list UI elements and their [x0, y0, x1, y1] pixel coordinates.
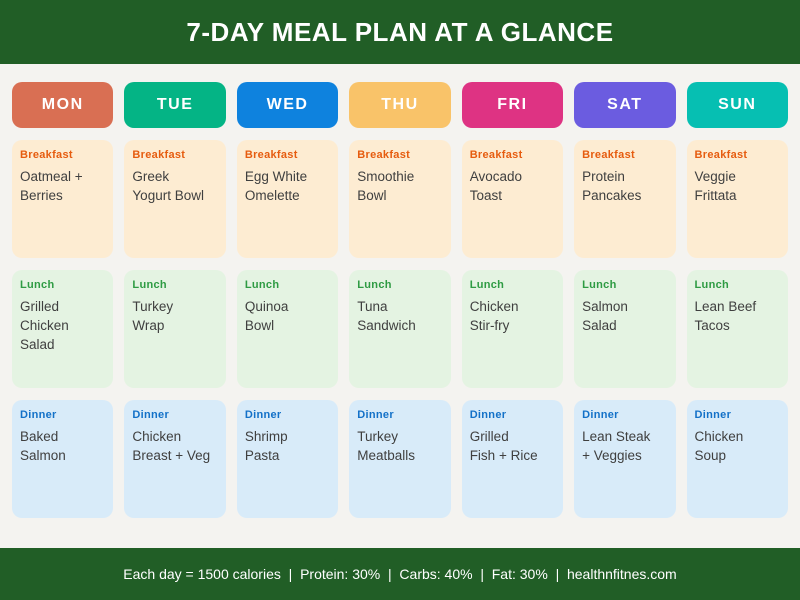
- meal-name: Chicken Stir-fry: [469, 299, 519, 333]
- dinner-card-thu: Dinner Turkey Meatballs: [349, 400, 451, 518]
- meal-name: Grilled Chicken Salad: [20, 299, 69, 352]
- lunch-card-tue: Lunch Turkey Wrap: [124, 270, 226, 388]
- meal-type-label: Dinner: [132, 409, 170, 421]
- lunch-card-thu: Lunch Tuna Sandwich: [349, 270, 451, 388]
- meal-name: Tuna Sandwich: [357, 299, 416, 333]
- breakfast-card-thu: Breakfast Smoothie Bowl: [349, 140, 451, 258]
- meal-name: Quinoa Bowl: [244, 299, 289, 333]
- meal-name: Lean Beef Tacos: [694, 299, 757, 333]
- dinner-card-mon: Dinner Baked Salmon: [12, 400, 114, 518]
- day-header-thu: THU: [349, 82, 451, 128]
- meal-name: Chicken Soup: [694, 429, 744, 463]
- footer-stats: Each day = 1500 calories | Protein: 30% …: [123, 566, 677, 582]
- meal-type-label: Lunch: [357, 279, 392, 291]
- breakfast-card-sun: Breakfast Veggie Frittata: [686, 140, 788, 258]
- meal-type-label: Breakfast: [357, 149, 411, 161]
- day-header-sun: SUN: [686, 82, 788, 128]
- meal-name: Shrimp Pasta: [244, 429, 288, 463]
- meal-name: Salmon Salad: [582, 299, 628, 333]
- day-column-sat: SAT Breakfast Protein Pancakes Lunch Sal…: [574, 82, 676, 518]
- meal-name: Lean Steak + Veggies: [582, 429, 651, 463]
- meal-name: Veggie Frittata: [694, 169, 737, 203]
- meal-type-label: Breakfast: [132, 149, 186, 161]
- breakfast-card-wed: Breakfast Egg White Omelette: [236, 140, 339, 258]
- dinner-card-wed: Dinner Shrimp Pasta: [236, 400, 339, 518]
- day-label: WED: [266, 96, 309, 113]
- day-column-tue: TUE Breakfast Greek Yogurt Bowl Lunch Tu…: [124, 82, 226, 518]
- day-column-fri: FRI Breakfast Avocado Toast Lunch Chicke…: [461, 82, 564, 518]
- breakfast-card-tue: Breakfast Greek Yogurt Bowl: [124, 140, 226, 258]
- meal-name: Turkey Meatballs: [357, 429, 416, 463]
- meal-name: Grilled Fish + Rice: [469, 429, 538, 463]
- day-label: SUN: [718, 96, 757, 113]
- dinner-card-fri: Dinner Grilled Fish + Rice: [461, 400, 564, 518]
- meal-type-label: Lunch: [20, 279, 55, 291]
- breakfast-card-mon: Breakfast Oatmeal + Berries: [12, 140, 114, 258]
- meal-name: Egg White Omelette: [244, 169, 308, 203]
- lunch-card-wed: Lunch Quinoa Bowl: [236, 270, 339, 388]
- meal-name: Chicken Breast + Veg: [132, 429, 211, 463]
- lunch-card-sun: Lunch Lean Beef Tacos: [686, 270, 788, 388]
- lunch-card-mon: Lunch Grilled Chicken Salad: [12, 270, 114, 388]
- meal-name: Avocado Toast: [469, 169, 522, 203]
- day-label: FRI: [497, 96, 528, 113]
- header-bar: 7-DAY MEAL PLAN AT A GLANCE: [0, 0, 800, 64]
- day-header-wed: WED: [236, 82, 339, 128]
- dinner-card-sun: Dinner Chicken Soup: [686, 400, 788, 518]
- meal-type-label: Lunch: [244, 279, 280, 291]
- meal-type-label: Lunch: [132, 279, 167, 291]
- meal-name: Turkey Wrap: [132, 299, 174, 333]
- meal-type-label: Breakfast: [469, 149, 523, 161]
- lunch-card-sat: Lunch Salmon Salad: [574, 270, 676, 388]
- breakfast-card-fri: Breakfast Avocado Toast: [461, 140, 564, 258]
- meal-type-label: Dinner: [357, 409, 394, 421]
- day-header-tue: TUE: [124, 82, 226, 128]
- day-header-mon: MON: [12, 82, 114, 128]
- day-column-thu: THU Breakfast Smoothie Bowl Lunch Tuna S…: [349, 82, 451, 518]
- meal-name: Baked Salmon: [20, 429, 66, 463]
- meal-type-label: Breakfast: [20, 149, 73, 161]
- day-column-sun: SUN Breakfast Veggie Frittata Lunch Lean…: [686, 82, 788, 518]
- meal-type-label: Dinner: [20, 409, 57, 421]
- day-label: SAT: [607, 96, 643, 113]
- breakfast-card-sat: Breakfast Protein Pancakes: [574, 140, 676, 258]
- meal-type-label: Breakfast: [694, 149, 748, 161]
- day-header-fri: FRI: [461, 82, 564, 128]
- meal-type-label: Breakfast: [244, 149, 298, 161]
- day-label: THU: [381, 96, 419, 113]
- meal-type-label: Lunch: [469, 279, 505, 291]
- meal-type-label: Dinner: [244, 409, 282, 421]
- day-header-sat: SAT: [574, 82, 676, 128]
- dinner-card-sat: Dinner Lean Steak + Veggies: [574, 400, 676, 518]
- day-column-mon: MON Breakfast Oatmeal + Berries Lunch Gr…: [12, 82, 114, 518]
- meal-plan-grid: MON Breakfast Oatmeal + Berries Lunch Gr…: [0, 64, 800, 518]
- meal-name: Smoothie Bowl: [357, 169, 415, 203]
- lunch-card-fri: Lunch Chicken Stir-fry: [461, 270, 564, 388]
- meal-type-label: Lunch: [582, 279, 617, 291]
- meal-name: Oatmeal + Berries: [20, 169, 83, 203]
- meal-name: Protein Pancakes: [582, 169, 642, 203]
- meal-type-label: Dinner: [694, 409, 732, 421]
- day-column-wed: WED Breakfast Egg White Omelette Lunch Q…: [236, 82, 339, 518]
- day-label: TUE: [156, 96, 194, 113]
- page-title: 7-DAY MEAL PLAN AT A GLANCE: [186, 16, 614, 47]
- meal-type-label: Lunch: [694, 279, 730, 291]
- meal-type-label: Breakfast: [582, 149, 635, 161]
- dinner-card-tue: Dinner Chicken Breast + Veg: [124, 400, 226, 518]
- meal-type-label: Dinner: [582, 409, 619, 421]
- day-label: MON: [41, 96, 84, 113]
- meal-name: Greek Yogurt Bowl: [132, 169, 204, 203]
- meal-type-label: Dinner: [469, 409, 507, 421]
- footer-bar: Each day = 1500 calories | Protein: 30% …: [0, 548, 800, 600]
